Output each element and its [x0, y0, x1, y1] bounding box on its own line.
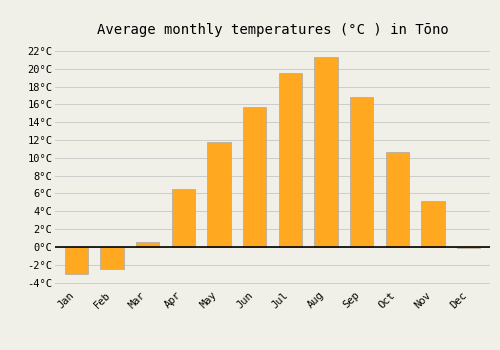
Bar [100, 247, 124, 269]
Bar [422, 202, 444, 247]
Bar [208, 142, 231, 247]
Bar [65, 247, 88, 274]
Bar [350, 97, 373, 247]
Bar [243, 107, 266, 247]
Bar [278, 73, 302, 247]
Bar [136, 243, 160, 247]
Bar [386, 152, 409, 247]
Bar [172, 189, 195, 247]
Bar [457, 247, 480, 248]
Bar [314, 57, 338, 247]
Title: Average monthly temperatures (°C ) in Tōno: Average monthly temperatures (°C ) in Tō… [96, 23, 448, 37]
